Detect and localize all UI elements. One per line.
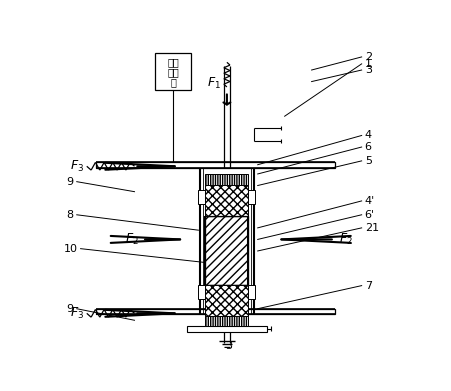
- Text: 4: 4: [365, 131, 372, 140]
- Text: 6': 6': [365, 210, 375, 220]
- Text: 4': 4': [365, 196, 375, 206]
- Bar: [205, 185, 249, 215]
- Text: 5: 5: [365, 156, 372, 166]
- Text: 传感: 传感: [167, 67, 179, 77]
- Bar: [187, 326, 267, 332]
- Bar: [198, 285, 205, 299]
- Text: 10: 10: [64, 244, 78, 254]
- Text: 器: 器: [170, 77, 176, 87]
- Bar: [198, 190, 205, 204]
- Bar: [96, 309, 335, 314]
- Text: $F_2$: $F_2$: [124, 232, 138, 247]
- Text: 2: 2: [365, 52, 372, 62]
- Text: $F_2$: $F_2$: [339, 232, 352, 247]
- Bar: [96, 162, 335, 168]
- Text: $F_3$: $F_3$: [70, 306, 84, 321]
- Text: 21: 21: [365, 223, 379, 233]
- Text: 3: 3: [365, 65, 372, 75]
- Text: 8: 8: [67, 210, 74, 220]
- Bar: [205, 215, 249, 285]
- Bar: [249, 190, 255, 204]
- Text: 压力: 压力: [167, 57, 179, 67]
- Bar: [205, 174, 249, 185]
- Bar: [249, 285, 255, 299]
- Text: $F_3$: $F_3$: [70, 159, 84, 174]
- Text: 7: 7: [365, 281, 372, 291]
- Text: 9: 9: [67, 304, 74, 314]
- Text: 9: 9: [67, 177, 74, 187]
- Text: 3: 3: [225, 341, 232, 351]
- Text: 1: 1: [365, 59, 372, 69]
- Text: 6: 6: [365, 142, 372, 152]
- Bar: [207, 319, 246, 326]
- Bar: [155, 53, 192, 90]
- Bar: [205, 285, 249, 316]
- Text: $F_1$: $F_1$: [207, 76, 221, 91]
- Bar: [205, 316, 249, 326]
